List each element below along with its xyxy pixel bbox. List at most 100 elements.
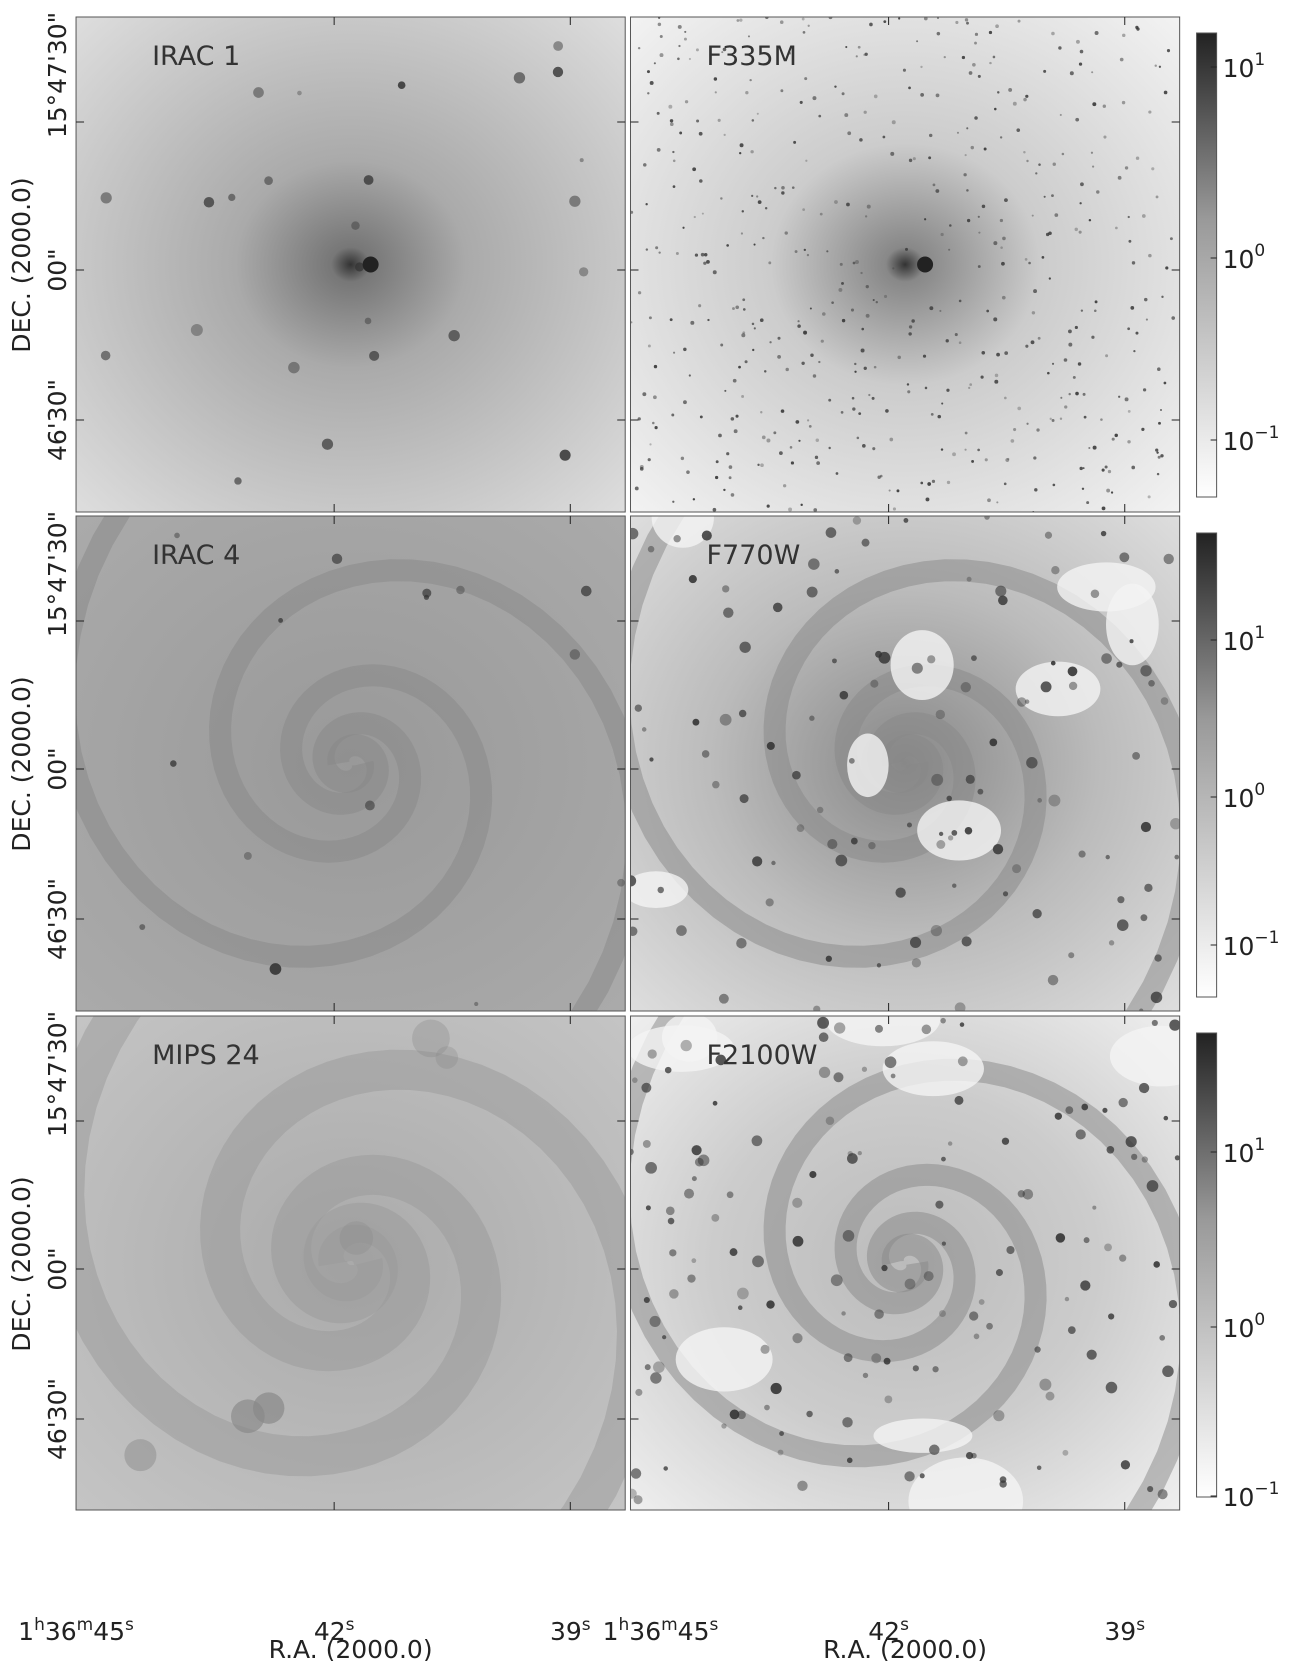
dec-tick-label: 46'30" xyxy=(43,379,72,461)
source xyxy=(1129,639,1134,644)
source xyxy=(1104,465,1108,469)
source xyxy=(653,395,657,400)
source xyxy=(634,486,639,491)
source xyxy=(1059,113,1062,117)
source xyxy=(1051,31,1055,36)
source xyxy=(960,682,971,693)
source xyxy=(780,89,784,93)
source xyxy=(1016,128,1021,132)
source xyxy=(715,460,719,464)
source xyxy=(999,218,1004,223)
source xyxy=(890,1073,896,1079)
source xyxy=(676,925,687,936)
source xyxy=(936,31,941,36)
source xyxy=(939,1310,946,1318)
source xyxy=(726,452,730,456)
cb-exp: 0 xyxy=(1254,241,1265,261)
source xyxy=(1163,381,1167,385)
source xyxy=(739,151,742,155)
source xyxy=(1161,295,1164,299)
source xyxy=(816,806,824,814)
source xyxy=(820,339,824,343)
source xyxy=(1160,697,1169,705)
dec-tick-label: 15°47'30" xyxy=(43,511,72,637)
source xyxy=(892,507,896,511)
colorbar-tick-label: 10−1 xyxy=(1223,1479,1280,1512)
source xyxy=(1033,289,1038,294)
source xyxy=(1118,395,1121,398)
source xyxy=(683,37,687,41)
source xyxy=(553,41,564,51)
source xyxy=(791,186,795,189)
source xyxy=(363,175,374,185)
source xyxy=(1151,167,1155,171)
source xyxy=(996,352,1000,357)
source xyxy=(756,195,759,198)
source xyxy=(885,409,889,413)
source xyxy=(864,215,868,218)
source xyxy=(809,715,815,721)
source xyxy=(1028,261,1031,265)
cavity xyxy=(847,733,889,798)
source xyxy=(1004,351,1009,355)
source xyxy=(1166,49,1171,53)
source xyxy=(948,248,951,251)
source xyxy=(1131,1153,1138,1160)
source xyxy=(1160,454,1164,458)
source xyxy=(690,320,695,325)
source xyxy=(906,822,912,828)
source xyxy=(645,1161,657,1174)
source xyxy=(669,318,673,322)
source xyxy=(1163,1115,1169,1121)
source xyxy=(742,331,746,335)
source xyxy=(643,1296,650,1304)
source xyxy=(1146,1180,1159,1192)
cb-exp: −1 xyxy=(1254,928,1279,948)
source xyxy=(707,318,710,322)
source xyxy=(649,443,652,446)
source xyxy=(875,300,878,304)
source xyxy=(1034,488,1038,492)
source xyxy=(1083,415,1087,419)
source xyxy=(889,437,894,442)
source xyxy=(873,94,878,99)
source xyxy=(339,1221,374,1255)
source xyxy=(888,489,891,492)
source xyxy=(738,709,747,718)
source xyxy=(861,327,865,331)
source xyxy=(920,481,924,485)
source xyxy=(742,308,746,311)
source xyxy=(1169,1019,1180,1031)
colorbar-tick-label: 10−1 xyxy=(1223,423,1280,456)
source xyxy=(846,1153,858,1164)
source xyxy=(1035,172,1038,175)
source xyxy=(701,750,710,758)
source xyxy=(321,438,334,450)
source xyxy=(735,414,739,418)
dec-axis-label: DEC. (2000.0) xyxy=(7,1176,36,1351)
cb-base: 10 xyxy=(1223,932,1255,961)
source xyxy=(852,407,856,411)
source xyxy=(802,208,806,212)
source xyxy=(779,451,783,456)
source xyxy=(1092,445,1097,450)
source xyxy=(1079,49,1084,54)
source xyxy=(874,1309,884,1319)
source xyxy=(714,91,717,94)
source xyxy=(964,431,968,435)
source xyxy=(936,840,946,849)
source xyxy=(695,48,699,52)
source xyxy=(739,143,744,148)
source xyxy=(753,327,756,330)
source xyxy=(1144,883,1153,893)
source xyxy=(977,788,984,795)
source xyxy=(1140,665,1152,677)
ra-tick-part: s xyxy=(900,1615,909,1635)
source xyxy=(1136,27,1140,31)
source xyxy=(1092,102,1097,107)
source xyxy=(947,835,954,841)
source xyxy=(890,151,895,156)
source xyxy=(803,330,808,335)
source xyxy=(781,185,785,190)
source xyxy=(713,77,718,81)
